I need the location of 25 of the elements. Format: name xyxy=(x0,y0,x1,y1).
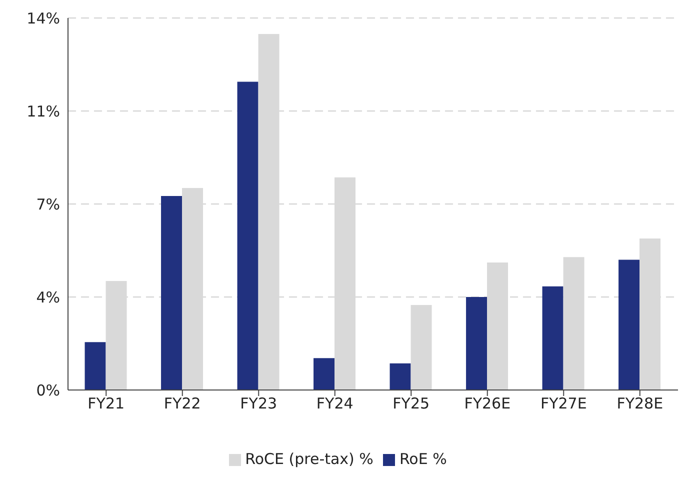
bar xyxy=(314,358,335,390)
y-tick-label: 11% xyxy=(26,102,60,120)
x-tick-label: FY24 xyxy=(316,394,354,413)
bar xyxy=(466,297,488,390)
y-tick-label: 0% xyxy=(36,381,60,400)
bar xyxy=(563,257,584,390)
x-tick-label: FY25 xyxy=(392,394,430,413)
x-tick-label: FY23 xyxy=(240,394,278,413)
bar xyxy=(618,260,640,390)
bar xyxy=(390,363,411,390)
legend-label: RoCE (pre-tax) % xyxy=(245,450,374,468)
bar xyxy=(410,304,432,390)
legend-label: RoE % xyxy=(399,450,447,468)
y-tick-label: 7% xyxy=(36,195,60,214)
y-tick-label: 4% xyxy=(36,288,60,306)
bar xyxy=(237,82,258,390)
x-tick-label: FY26E xyxy=(464,394,511,413)
bar xyxy=(161,196,182,390)
y-tick-label: 14% xyxy=(26,9,60,28)
bar xyxy=(84,342,106,390)
x-tick-label: FY22 xyxy=(164,394,201,413)
bar xyxy=(542,286,564,390)
x-tick-label: FY27E xyxy=(540,394,587,413)
x-tick-label: FY28E xyxy=(616,394,664,413)
x-tick-label: FY21 xyxy=(88,394,125,413)
